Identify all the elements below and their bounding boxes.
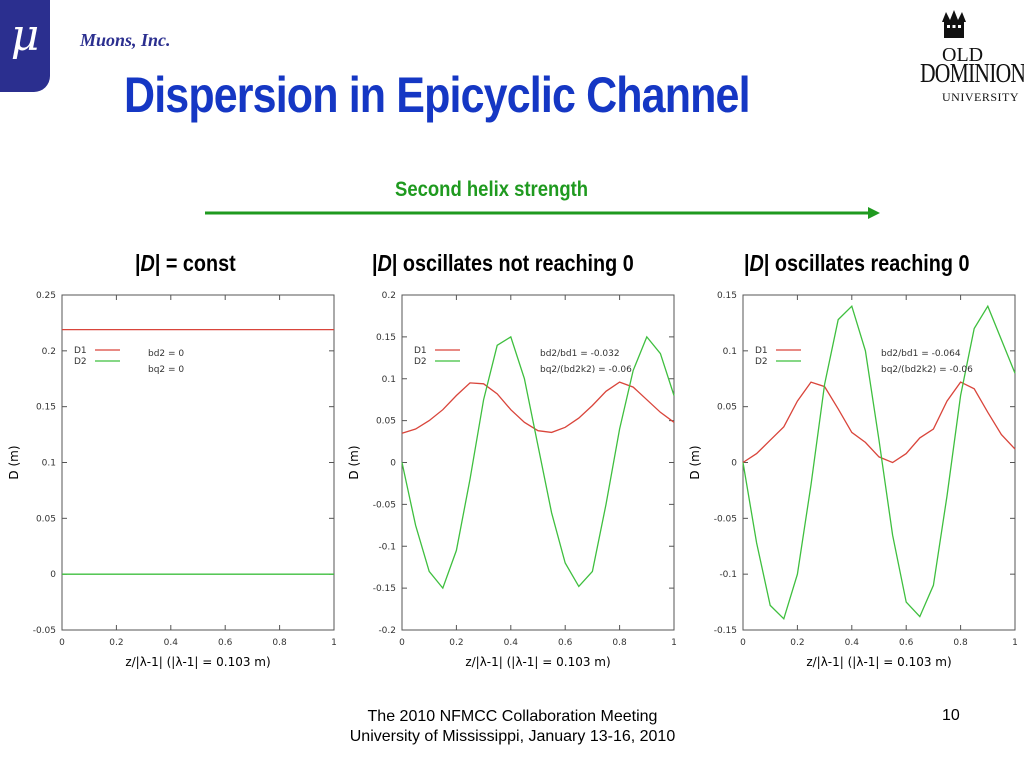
- helix-arrow: [205, 207, 880, 219]
- annotation: bd2 = 0: [148, 349, 184, 359]
- helix-strength-label: Second helix strength: [395, 178, 589, 201]
- y-tick-label: -0.05: [373, 500, 396, 510]
- annotation: bd2/bd1 = -0.032: [540, 349, 620, 359]
- y-tick-label: -0.2: [378, 626, 396, 636]
- crown-icon: [942, 10, 966, 38]
- annotation: bd2/bd1 = -0.064: [881, 349, 961, 359]
- y-tick-label: 0.1: [42, 459, 56, 469]
- legend-label: D2: [74, 357, 87, 367]
- x-tick-label: 0.2: [790, 638, 804, 648]
- y-tick-label: -0.15: [373, 584, 396, 594]
- y-tick-label: 0: [50, 570, 56, 580]
- x-tick-label: 0.8: [612, 638, 627, 648]
- footer-line1: The 2010 NFMCC Collaboration Meeting: [367, 708, 658, 725]
- legend-label: D2: [755, 357, 768, 367]
- x-tick-label: 0.2: [449, 638, 463, 648]
- y-tick-label: 0.15: [36, 403, 56, 413]
- y-axis-label: D (m): [7, 445, 21, 479]
- y-tick-label: 0.25: [36, 291, 56, 301]
- odu-line1: OLD: [942, 44, 984, 66]
- slide-title: Dispersion in Epicyclic Channel: [124, 67, 751, 123]
- y-tick-label: 0.2: [382, 291, 396, 301]
- x-tick-label: 0.8: [953, 638, 968, 648]
- subtitle-3: |D| oscillates reaching 0: [744, 250, 970, 276]
- odu-logo: OLD DOMINION UNIVERSITY: [920, 8, 1024, 108]
- x-tick-label: 0: [740, 638, 746, 648]
- series-line-d1: [401, 381, 675, 434]
- footer-line2: University of Mississippi, January 13-16…: [349, 728, 676, 745]
- x-tick-label: 1: [331, 638, 337, 648]
- chart-panel-2: -0.2 -0.15 -0.1 -0.05 0 0.05 0.1 0.15 0.2 0 0.2 0.4…: [347, 291, 677, 669]
- x-axis-label: z/|λ-1| (|λ-1| = 0.103 m): [806, 655, 951, 669]
- legend-label: D1: [755, 346, 768, 356]
- series-line-d2: [401, 335, 675, 590]
- x-tick-label: 0.6: [899, 638, 914, 648]
- y-tick-label: -0.05: [33, 626, 56, 636]
- x-tick-label: 0.4: [845, 638, 860, 648]
- y-tick-label: 0.2: [42, 347, 56, 357]
- x-tick-label: 1: [1012, 638, 1018, 648]
- y-tick-label: 0.05: [376, 417, 396, 427]
- plot-frame: [61, 294, 335, 631]
- y-axis-label: D (m): [688, 445, 702, 479]
- plot-frame: [742, 294, 1016, 631]
- x-tick-label: 1: [671, 638, 677, 648]
- x-axis-label: z/|λ-1| (|λ-1| = 0.103 m): [125, 655, 270, 669]
- x-tick-label: 0.6: [558, 638, 573, 648]
- x-tick-label: 0.8: [272, 638, 287, 648]
- page-number: 10: [942, 707, 960, 724]
- x-axis-label: z/|λ-1| (|λ-1| = 0.103 m): [465, 655, 610, 669]
- chart-panel-3: -0.15 -0.1 -0.05 0 0.05 0.1 0.15 0 0.2 0.4 0.6 0.8 1…: [688, 291, 1018, 669]
- series-line-d1: [742, 381, 1016, 464]
- y-tick-label: 0.1: [382, 375, 396, 385]
- muons-logo: μ: [0, 0, 50, 92]
- legend-label: D2: [414, 357, 427, 367]
- y-tick-label: -0.05: [714, 514, 737, 524]
- subtitle-2: |D| oscillates not reaching 0: [372, 250, 634, 276]
- odu-line2: DOMINION: [920, 58, 1024, 88]
- company-name: Muons, Inc.: [80, 30, 171, 50]
- y-tick-label: 0.15: [717, 291, 737, 301]
- y-tick-label: 0: [731, 459, 737, 469]
- x-tick-label: 0.6: [218, 638, 233, 648]
- x-tick-label: 0.2: [109, 638, 123, 648]
- y-tick-label: 0.1: [723, 347, 737, 357]
- series-line-d2: [742, 304, 1016, 621]
- x-tick-label: 0: [59, 638, 65, 648]
- y-tick-label: -0.15: [714, 626, 737, 636]
- annotation: bq2 = 0: [148, 365, 184, 375]
- y-tick-label: 0.05: [717, 403, 737, 413]
- y-tick-label: 0.15: [376, 333, 396, 343]
- x-tick-label: 0.4: [164, 638, 179, 648]
- footer: The 2010 NFMCC Collaboration Meeting Uni…: [290, 707, 735, 747]
- x-tick-label: 0.4: [504, 638, 519, 648]
- legend-label: D1: [414, 346, 427, 356]
- mu-symbol: μ: [10, 10, 40, 61]
- x-tick-label: 0: [399, 638, 405, 648]
- subtitle-1: |D| = const: [135, 250, 236, 276]
- legend-label: D1: [74, 346, 87, 356]
- plot-frame: [401, 294, 675, 631]
- annotation: bq2/(bd2k2) = -0.06: [881, 365, 973, 375]
- odu-line3: UNIVERSITY: [942, 90, 1019, 104]
- y-tick-label: 0.05: [36, 514, 56, 524]
- y-tick-label: 0: [390, 459, 396, 469]
- y-tick-label: -0.1: [719, 570, 737, 580]
- y-axis-label: D (m): [347, 445, 361, 479]
- annotation: bq2/(bd2k2) = -0.06: [540, 365, 632, 375]
- y-tick-label: -0.1: [378, 542, 396, 552]
